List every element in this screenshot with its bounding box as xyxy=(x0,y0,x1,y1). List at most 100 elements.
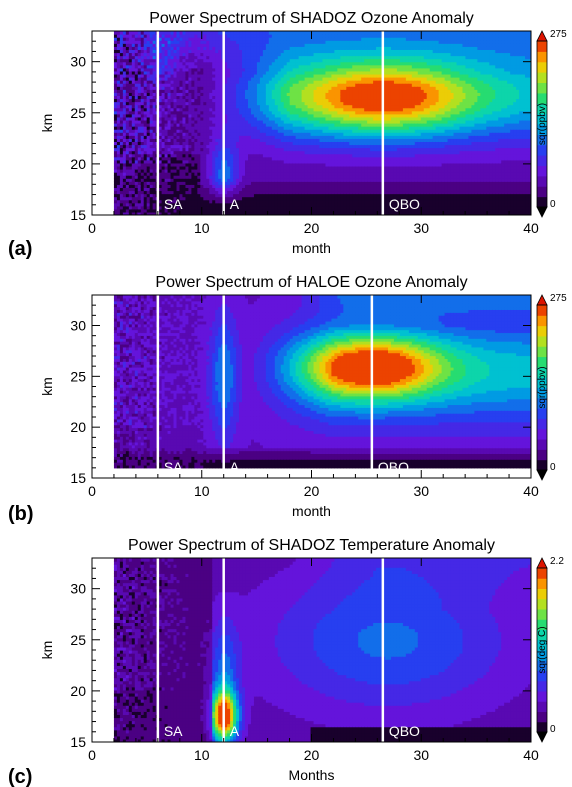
heatmap-cell xyxy=(113,196,118,201)
heatmap-cell xyxy=(343,208,347,213)
heatmap-cell xyxy=(230,132,234,136)
heatmap-cell xyxy=(209,211,213,215)
heatmap-cell xyxy=(236,46,240,50)
heatmap-cell xyxy=(268,135,273,139)
heatmap-cell xyxy=(131,64,136,69)
heatmap-cell xyxy=(242,150,246,155)
heatmap-cell xyxy=(215,162,219,167)
heatmap-cell xyxy=(352,211,356,215)
heatmap-cell xyxy=(349,172,353,176)
heatmap-cell xyxy=(337,34,341,38)
heatmap-cell xyxy=(206,150,210,155)
heatmap-cell xyxy=(352,89,356,93)
heatmap-cell xyxy=(224,89,228,93)
heatmap-cell xyxy=(137,67,142,72)
heatmap-cell xyxy=(143,208,148,213)
heatmap-cell xyxy=(271,113,276,118)
heatmap-cell xyxy=(179,64,184,69)
heatmap-cell xyxy=(331,52,335,57)
heatmap-cell xyxy=(352,113,356,118)
heatmap-cell xyxy=(307,147,312,152)
heatmap-cell xyxy=(224,193,228,198)
heatmap-cell xyxy=(334,156,338,161)
heatmap-cell xyxy=(319,43,324,47)
heatmap-cell xyxy=(248,184,252,188)
heatmap-cell xyxy=(170,83,175,87)
heatmap-cell xyxy=(179,98,184,103)
heatmap-cell xyxy=(194,181,198,185)
heatmap-cell xyxy=(250,64,255,69)
heatmap-cell xyxy=(277,101,282,106)
heatmap-cell xyxy=(188,55,192,60)
heatmap-cell xyxy=(161,202,166,207)
heatmap-cell xyxy=(355,190,359,195)
heatmap-cell xyxy=(161,138,166,142)
heatmap-cell xyxy=(125,95,130,100)
heatmap-cell xyxy=(122,147,127,152)
heatmap-cell xyxy=(361,175,365,179)
heatmap-cell xyxy=(230,116,234,121)
heatmap-cell xyxy=(343,132,347,136)
heatmap-cell xyxy=(259,172,264,176)
heatmap-cell xyxy=(215,95,219,100)
heatmap-cell xyxy=(322,43,327,47)
heatmap-cell xyxy=(224,211,228,215)
heatmap-cell xyxy=(212,73,216,78)
heatmap-cell xyxy=(179,129,184,133)
heatmap-cell xyxy=(349,98,353,103)
heatmap-cell xyxy=(230,58,234,63)
heatmap-cell xyxy=(301,119,306,124)
heatmap-cell xyxy=(143,107,148,112)
heatmap-cell xyxy=(265,205,270,210)
heatmap-cell xyxy=(245,70,249,75)
heatmap-cell xyxy=(173,141,178,146)
heatmap-cell xyxy=(259,37,264,41)
heatmap-cell xyxy=(212,175,216,179)
heatmap-cell xyxy=(122,150,127,155)
heatmap-cell xyxy=(173,135,178,139)
heatmap-cell xyxy=(200,107,204,112)
heatmap-cell xyxy=(310,104,315,109)
heatmap-cell xyxy=(259,211,264,215)
heatmap-cell xyxy=(236,31,240,35)
heatmap-cell xyxy=(161,92,166,96)
heatmap-cell xyxy=(346,138,350,142)
heatmap-cell xyxy=(191,58,195,63)
heatmap-cell xyxy=(146,49,151,54)
heatmap-cell xyxy=(355,73,359,78)
heatmap-cell xyxy=(358,31,362,35)
heatmap-cell xyxy=(286,202,291,207)
heatmap-cell xyxy=(191,208,195,213)
heatmap-cell xyxy=(286,175,291,179)
heatmap-cell xyxy=(245,49,249,54)
heatmap-cell xyxy=(328,162,333,167)
heatmap-cell xyxy=(289,123,294,127)
heatmap-cell xyxy=(134,83,139,87)
heatmap-cell xyxy=(253,73,258,78)
heatmap-cell xyxy=(298,52,303,57)
heatmap-cell xyxy=(134,159,139,164)
heatmap-cell xyxy=(292,77,297,81)
heatmap-cell xyxy=(349,86,353,90)
heatmap-cell xyxy=(340,199,344,204)
heatmap-cell xyxy=(185,153,190,158)
heatmap-cell xyxy=(322,61,327,66)
heatmap-cell xyxy=(253,205,258,210)
heatmap-cell xyxy=(113,89,118,93)
heatmap-cell xyxy=(125,172,130,176)
heatmap-cell xyxy=(227,95,231,100)
heatmap-cell xyxy=(250,58,255,63)
heatmap-cell xyxy=(227,199,231,204)
heatmap-cell xyxy=(349,175,353,179)
heatmap-cell xyxy=(125,175,130,179)
heatmap-cell xyxy=(271,89,276,93)
heatmap-cell xyxy=(152,135,157,139)
heatmap-cell xyxy=(143,31,148,35)
heatmap-cell xyxy=(233,132,237,136)
heatmap-cell xyxy=(286,58,291,63)
heatmap-cell xyxy=(292,162,297,167)
heatmap-cell xyxy=(295,159,300,164)
heatmap-cell xyxy=(188,80,192,84)
heatmap-cell xyxy=(236,178,240,182)
heatmap-cell xyxy=(250,196,255,201)
